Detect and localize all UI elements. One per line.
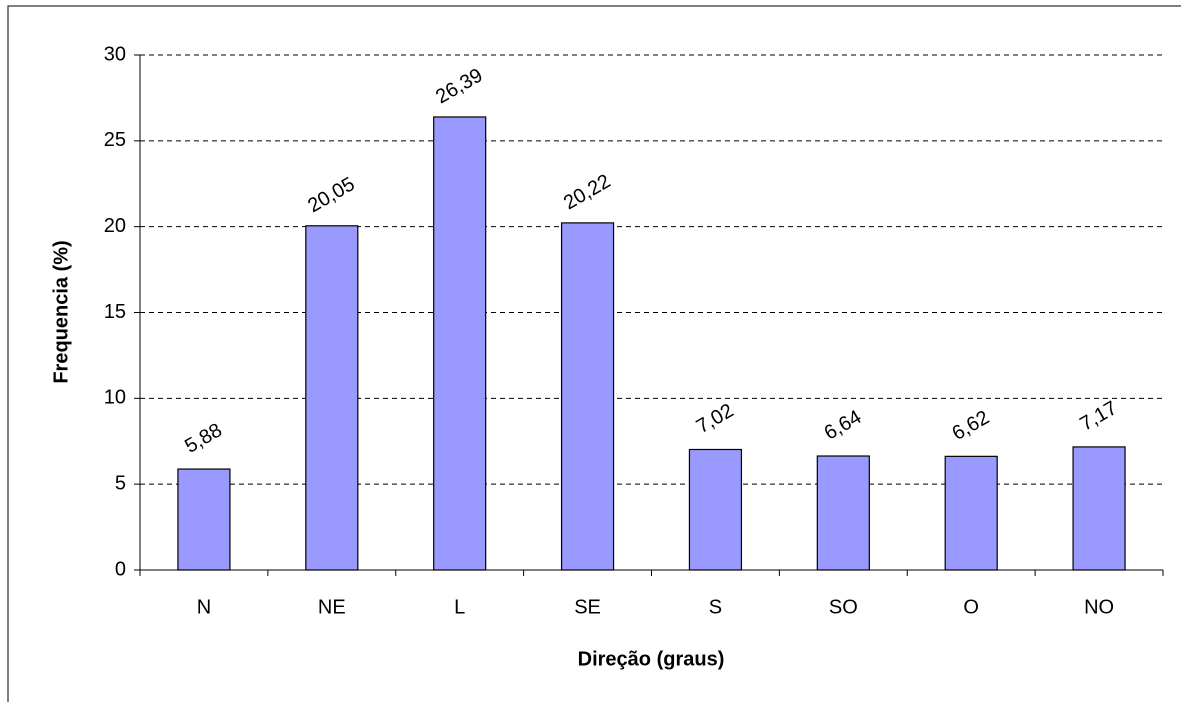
y-tick-label: 5 (115, 472, 126, 494)
bar (177, 468, 231, 571)
x-tick-label: NE (318, 596, 346, 618)
x-tick-label: SO (829, 596, 858, 618)
x-tick-label: SE (574, 596, 601, 618)
bar (305, 225, 359, 571)
bar (433, 116, 487, 571)
x-tick-label: L (454, 596, 465, 618)
y-tick-label: 30 (104, 43, 126, 65)
y-tick-label: 10 (104, 387, 126, 409)
y-axis-title: Frequencia (%) (50, 240, 72, 383)
bar (560, 222, 615, 571)
x-tick-label: NO (1084, 596, 1114, 618)
x-tick-label: O (963, 596, 979, 618)
y-tick-label: 0 (115, 558, 126, 580)
bar (816, 455, 870, 571)
y-tick-label: 25 (104, 129, 126, 151)
bar (1072, 446, 1126, 571)
x-axis-title: Direção (graus) (578, 648, 725, 670)
bar (944, 455, 998, 571)
x-tick-label: S (709, 596, 722, 618)
y-tick-label: 20 (104, 215, 126, 237)
y-tick-label: 15 (104, 301, 126, 323)
bar (688, 448, 743, 571)
x-tick-label: N (197, 596, 211, 618)
